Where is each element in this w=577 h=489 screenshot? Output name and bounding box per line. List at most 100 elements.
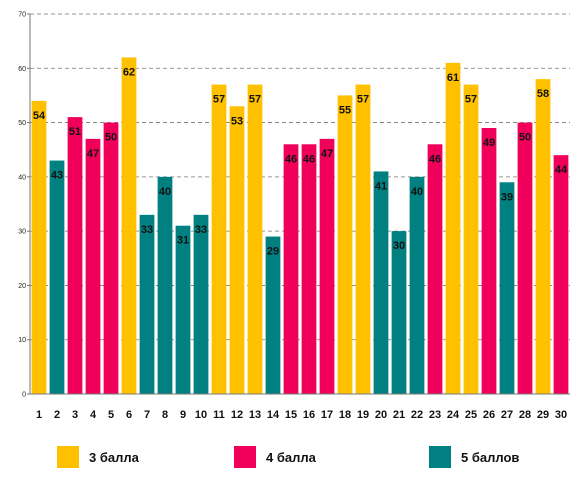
data-label: 39	[501, 191, 513, 203]
x-tick-label: 3	[72, 409, 78, 421]
y-tick-label: 60	[18, 66, 26, 73]
x-tick-label: 9	[180, 409, 186, 421]
y-tick-label: 10	[18, 337, 26, 344]
data-label: 57	[465, 94, 477, 106]
data-label: 50	[105, 132, 117, 144]
legend-swatch	[429, 446, 451, 468]
bar	[175, 225, 191, 394]
data-label: 54	[33, 110, 46, 122]
x-tick-label: 4	[90, 409, 97, 421]
legend-label: 5 баллов	[461, 449, 520, 465]
x-tick-label: 18	[339, 409, 351, 421]
data-label: 61	[447, 72, 459, 84]
x-tick-label: 22	[411, 409, 423, 421]
data-label: 55	[339, 104, 351, 116]
legend-item-2: 5 баллов	[429, 444, 519, 470]
bar	[499, 182, 515, 394]
y-tick-label: 50	[18, 120, 26, 127]
x-tick-label: 7	[144, 409, 150, 421]
bar	[481, 128, 497, 394]
bar	[445, 62, 461, 394]
bar	[283, 144, 299, 394]
bar	[121, 57, 137, 395]
x-tick-label: 17	[321, 409, 333, 421]
data-label: 46	[429, 153, 441, 165]
bar	[157, 176, 173, 394]
data-label: 33	[141, 224, 153, 236]
data-label: 29	[267, 246, 279, 258]
x-tick-label: 8	[162, 409, 168, 421]
x-tick-label: 21	[393, 409, 405, 421]
bar	[535, 79, 551, 395]
data-label: 57	[249, 94, 261, 106]
data-label: 44	[555, 164, 568, 176]
legend-swatch	[57, 446, 79, 468]
bar	[49, 160, 65, 394]
legend-item-1: 4 балла	[234, 444, 316, 470]
bar	[67, 117, 83, 395]
y-tick-label: 40	[18, 174, 26, 181]
y-tick-label: 30	[18, 229, 26, 236]
y-tick-label: 70	[18, 12, 26, 19]
bar	[463, 84, 479, 395]
data-label: 31	[177, 235, 189, 247]
bar	[517, 122, 533, 395]
bar	[355, 84, 371, 395]
data-label: 58	[537, 88, 549, 100]
bar	[391, 231, 407, 394]
x-tick-label: 30	[555, 409, 567, 421]
bar	[553, 155, 569, 394]
bar	[31, 100, 47, 394]
x-tick-label: 19	[357, 409, 369, 421]
x-tick-label: 10	[195, 409, 207, 421]
data-label: 43	[51, 170, 63, 182]
bar	[319, 138, 335, 394]
data-label: 46	[303, 153, 315, 165]
bar	[265, 236, 281, 394]
bar	[301, 144, 317, 394]
bar	[427, 144, 443, 394]
x-tick-label: 16	[303, 409, 315, 421]
data-label: 53	[231, 115, 243, 127]
x-tick-label: 15	[285, 409, 297, 421]
y-axis: 0 10 20 30 40 50 60 70	[18, 12, 31, 399]
data-label: 41	[375, 180, 387, 192]
data-label: 50	[519, 132, 531, 144]
bar	[247, 84, 263, 395]
y-tick-label: 20	[18, 283, 26, 290]
x-tick-label: 12	[231, 409, 243, 421]
data-label: 30	[393, 240, 405, 252]
x-tick-label: 6	[126, 409, 132, 421]
bar	[85, 138, 101, 394]
gridlines	[30, 13, 570, 341]
bar	[139, 214, 155, 394]
x-tick-label: 25	[465, 409, 477, 421]
x-tick-label: 27	[501, 409, 513, 421]
x-axis: 1 2 3 4 5 6 7 8 9 10 11 12 13 14 15 16 17 18 19 20 21 22 23 24 2…	[30, 393, 570, 421]
data-label: 40	[411, 186, 423, 198]
data-label: 51	[69, 126, 81, 138]
bar	[373, 171, 389, 394]
data-label: 40	[159, 186, 171, 198]
y-tick-label: 0	[22, 392, 26, 399]
legend-label: 4 балла	[266, 449, 316, 465]
data-labels: 54 43 51 47 50 62 33 40 31 33 57 53 57 29 46 46 47 55 57 41…	[33, 66, 568, 257]
x-tick-label: 29	[537, 409, 549, 421]
data-label: 49	[483, 137, 495, 149]
x-tick-label: 2	[54, 409, 60, 421]
x-tick-label: 23	[429, 409, 441, 421]
legend-label: 3 балла	[89, 449, 139, 465]
bar	[103, 122, 119, 395]
legend-swatch	[234, 446, 256, 468]
bar	[337, 95, 353, 394]
x-tick-label: 26	[483, 409, 495, 421]
data-label: 46	[285, 153, 297, 165]
data-label: 62	[123, 66, 135, 78]
x-tick-label: 28	[519, 409, 531, 421]
data-label: 47	[321, 148, 333, 160]
bar	[211, 84, 227, 395]
x-tick-label: 13	[249, 409, 261, 421]
bars	[31, 57, 569, 395]
data-label: 33	[195, 224, 207, 236]
legend-item-0: 3 балла	[57, 444, 139, 470]
